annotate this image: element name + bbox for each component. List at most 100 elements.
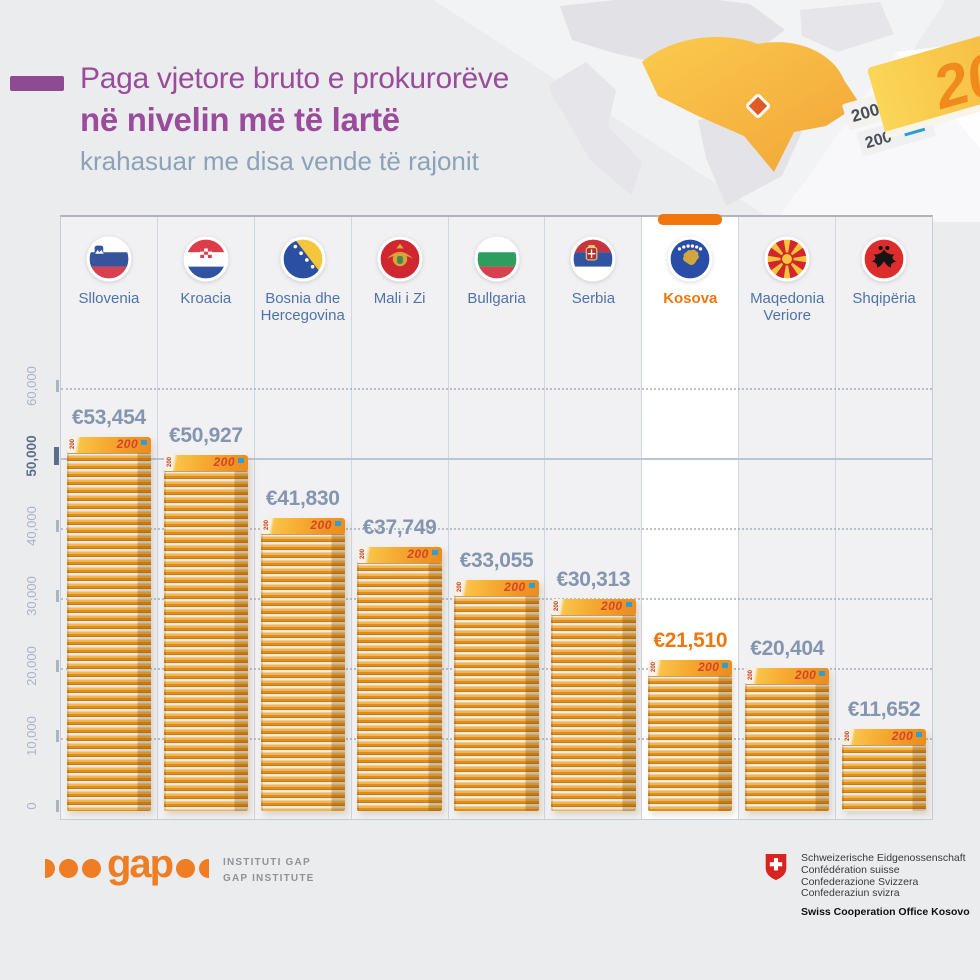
- value-label: €20,404: [750, 637, 825, 660]
- banknote-hologram-icon: [625, 602, 632, 607]
- value-label: €53,454: [72, 406, 146, 429]
- country-label: Serbia: [571, 290, 616, 307]
- banknote-top-icon: 200 200: [357, 547, 442, 563]
- y-axis-label-10,000: 10,000: [24, 716, 39, 756]
- y-tick-50,000: [54, 447, 59, 465]
- country-label: Kroacia: [180, 290, 232, 307]
- page-title-line2: në nivelin më të lartë: [80, 101, 400, 138]
- swiss-confederation-line: Confederaziun svizra: [801, 887, 900, 900]
- banknote-pile: [357, 563, 442, 811]
- money-stack: 200 200: [744, 668, 830, 811]
- y-axis-label-50,000: 50,000: [24, 435, 39, 477]
- y-tick-0: [56, 800, 59, 812]
- banknote-pile: [744, 684, 830, 811]
- page-title-line1: Paga vjetore bruto e prokurorëve: [80, 62, 509, 95]
- money-stack: 200 200: [648, 660, 733, 811]
- banknote-value: 200: [166, 456, 173, 468]
- money-stack: 200 200: [163, 455, 249, 811]
- swiss-flag-icon: [765, 853, 787, 881]
- page-subtitle: krahasuar me disa vende të rajonit: [80, 146, 479, 176]
- value-label: €33,055: [459, 549, 534, 572]
- value-label: €30,313: [556, 568, 631, 591]
- banknote-value: 200: [504, 580, 526, 594]
- banknote-pile: [66, 453, 152, 811]
- y-tick-20,000: [56, 660, 59, 672]
- banknote-value: 200: [601, 599, 623, 613]
- banknote-top-icon: 200 200: [454, 580, 539, 596]
- swiss-confederation-line: Confederazione Svizzera: [801, 875, 919, 888]
- banknote-hologram-icon: [141, 440, 148, 445]
- y-axis-label-40,000: 40,000: [24, 506, 39, 546]
- chart-column-kosovo: Kosova €21,510 200 200: [642, 214, 740, 819]
- gap-institute-label: INSTITUTI GAP GAP INSTITUTE: [223, 855, 315, 887]
- y-axis-label-20,000: 20,000: [24, 646, 39, 686]
- y-axis-label-60,000: 60,000: [24, 366, 39, 406]
- banknote-value: 200: [891, 729, 914, 743]
- banknote-value: 200: [457, 581, 464, 593]
- banknote-value: 200: [69, 438, 76, 450]
- swiss-confederation-line: Confédération suisse: [801, 863, 900, 876]
- chart-plot-area: Sllovenia €53,454 200 200 Kroacia €50,927 200…: [60, 214, 933, 820]
- y-axis-label-30,000: 30,000: [24, 576, 39, 616]
- albania-flag-icon: [861, 236, 907, 282]
- banknote-top-icon: 200 200: [648, 660, 733, 676]
- banknote-hologram-icon: [238, 458, 245, 463]
- banknote-hologram-icon: [528, 583, 535, 588]
- chart-column-bulgaria: Bullgaria €33,055 200 200: [448, 217, 546, 819]
- banknotes-decoration: 200 200 200: [842, 16, 980, 157]
- bosnia-flag-icon: [280, 236, 326, 282]
- value-label: €21,510: [653, 629, 728, 652]
- value-label: €37,749: [362, 516, 437, 539]
- banknote-value: 200: [697, 660, 720, 674]
- chart-column-north-macedonia: Maqedonia Veriore €20,404 200 200: [739, 217, 837, 819]
- country-label: Shqipëria: [852, 290, 916, 307]
- swiss-confederation-line: Schweizerische Eidgenossenschaft: [801, 852, 966, 864]
- gap-logo-dot-icon: [59, 858, 78, 878]
- chart-column-bosnia: Bosnia dhe Hercegovina €41,830 200 200: [254, 217, 352, 819]
- banknote-pile: [454, 596, 539, 811]
- gap-logo-dot-icon: [176, 858, 196, 878]
- banknote-top-icon: 200 200: [551, 599, 636, 615]
- money-stack: 200 200: [357, 547, 442, 811]
- banknote-hologram-icon: [334, 521, 341, 526]
- banknote-top-icon: 200 200: [841, 729, 927, 745]
- value-label: €41,830: [265, 487, 340, 510]
- banknote-top-icon: 200 200: [66, 437, 152, 453]
- swiss-office-label: Swiss Cooperation Office Kosovo: [801, 906, 970, 919]
- banknote-pile: [551, 615, 636, 811]
- country-label: Bullgaria: [467, 290, 526, 307]
- chart-column-slovenia: Sllovenia €53,454 200 200: [61, 217, 158, 819]
- y-axis-label-0: 0: [24, 802, 39, 810]
- gap-logo-halfdot-icon: [45, 858, 55, 878]
- banknote-value: 200: [747, 669, 754, 681]
- kosovo-flag-icon: [667, 236, 713, 282]
- country-label: Bosnia dhe Hercegovina: [260, 290, 345, 324]
- y-axis: 0 10,000 20,000 30,000 40,000 50,000 60,000: [10, 215, 60, 820]
- gap-logo-dot-icon: [82, 858, 101, 878]
- banknote-value: 200: [651, 661, 658, 673]
- y-tick-10,000: [56, 730, 59, 742]
- gap-logo-halfdot-icon: [199, 858, 210, 878]
- banknote-hologram-icon: [431, 550, 438, 555]
- money-stack: 200 200: [260, 518, 345, 811]
- banknote-pile: [260, 534, 345, 811]
- chart-column-serbia: Serbia €30,313 200 200: [545, 217, 643, 819]
- kosovo-map-marker: [746, 94, 770, 118]
- chart-column-montenegro: Mali i Zi €37,749 200 200: [351, 217, 449, 819]
- swiss-cooperation-logo: Schweizerische Eidgenossenschaft Confédé…: [765, 852, 970, 919]
- banknote-value: 200: [310, 518, 332, 532]
- y-tick-60,000: [56, 380, 59, 392]
- gap-logo-wordmark: gap: [107, 842, 174, 886]
- banknote-value: 200: [263, 519, 270, 531]
- montenegro-flag-icon: [377, 236, 423, 282]
- slovenia-flag-icon: [86, 236, 132, 282]
- country-label: Maqedonia Veriore: [750, 290, 825, 324]
- money-stack: 200 200: [841, 729, 927, 811]
- banknote-value: 200: [116, 437, 139, 451]
- country-label: Sllovenia: [78, 290, 140, 307]
- banknote-value: 200: [407, 547, 429, 561]
- banknote-value: 200: [554, 600, 561, 612]
- value-label: €50,927: [168, 424, 243, 447]
- gap-label-line: GAP INSTITUTE: [223, 873, 315, 884]
